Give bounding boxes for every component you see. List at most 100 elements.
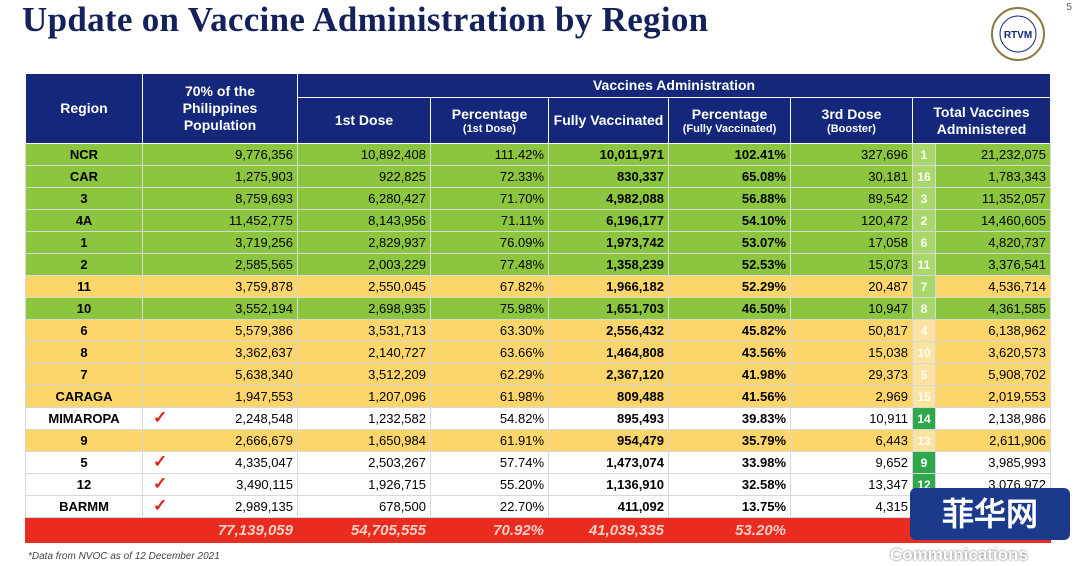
- rank-cell: 1: [912, 143, 936, 166]
- cell-text: 1,966,182: [606, 279, 664, 294]
- cell: 3,985,993: [934, 451, 1052, 474]
- cell-text: 32.58%: [741, 477, 786, 492]
- cell-text: 1,232,582: [368, 411, 426, 426]
- cell-text: 30,181: [868, 169, 908, 184]
- table-row: 7 5,638,340 3,512,209 62.29% 2,367,120 41.98%…: [25, 363, 1052, 386]
- cell-text: 13,347: [868, 477, 908, 492]
- header-cell: Percentage (1st Dose): [430, 97, 549, 144]
- cell-text: 41.56%: [741, 389, 786, 404]
- cell: 3,512,209: [297, 363, 431, 386]
- cell-text: 35.79%: [741, 433, 786, 448]
- cell-text: 2,698,935: [368, 301, 426, 316]
- cell: 5,638,340: [142, 363, 298, 386]
- cell: 111.42%: [430, 143, 549, 166]
- cell: 954,479: [548, 429, 669, 452]
- cell: 10,892,408: [297, 143, 431, 166]
- cell: 809,488: [548, 385, 669, 408]
- cell: 20,487: [790, 275, 913, 298]
- check-mark: ✓: [153, 474, 168, 494]
- region-cell: 3: [25, 187, 143, 210]
- rank-cell: 2: [912, 209, 936, 232]
- cell-text: 33.98%: [741, 455, 786, 470]
- cell: 61.98%: [430, 385, 549, 408]
- cell: 17,058: [790, 231, 913, 254]
- cell: 10,911: [790, 407, 913, 430]
- cell-text: 55.20%: [499, 477, 544, 492]
- cell: 2,585,565: [142, 253, 298, 276]
- group-header: Vaccines Administration: [296, 73, 1052, 98]
- cell-text: 895,493: [617, 411, 664, 426]
- cell: 43.56%: [668, 341, 791, 364]
- rank-cell: 4: [912, 319, 936, 342]
- cell: 5,908,702: [934, 363, 1052, 386]
- region-cell: 6: [25, 319, 143, 342]
- cell-text: 50,817: [868, 323, 908, 338]
- cell-text: 22.70%: [499, 499, 544, 514]
- table: Region 70% of the Philippines Population…: [25, 73, 1052, 543]
- cell-text: 2,003,229: [368, 257, 426, 272]
- cell: 1,358,239: [548, 253, 669, 276]
- cell: 2,138,986: [934, 407, 1052, 430]
- cell-text: 2,556,432: [606, 323, 664, 338]
- watermark: 菲华网: [910, 488, 1070, 540]
- cell: 15,038: [790, 341, 913, 364]
- cell-text: 71.11%: [500, 213, 544, 228]
- cell: 120,472: [790, 209, 913, 232]
- cell-text: 2,550,045: [368, 279, 426, 294]
- cell-text: 56.88%: [741, 191, 786, 206]
- cell-text: 76.09%: [499, 235, 544, 250]
- cell: 2,556,432: [548, 319, 669, 342]
- header-main: 1st Dose: [334, 112, 394, 128]
- cell: ✓ 2,248,548: [142, 407, 298, 430]
- cell: 3,362,637: [142, 341, 298, 364]
- cell-text: 6,280,427: [368, 191, 426, 206]
- cell: 1,136,910: [548, 473, 669, 496]
- cell-text: 10,911: [869, 411, 908, 426]
- cell-text: 3,759,878: [235, 279, 293, 294]
- cell-text: 46.50%: [741, 301, 786, 316]
- check-mark: ✓: [153, 408, 168, 428]
- cell: 11,452,775: [142, 209, 298, 232]
- rank-cell: 16: [912, 165, 936, 188]
- cell-text: 2,140,727: [368, 345, 426, 360]
- cell: 45.82%: [668, 319, 791, 342]
- cell: 57.74%: [430, 451, 549, 474]
- cell: 10,011,971: [548, 143, 669, 166]
- cell: 830,337: [548, 165, 669, 188]
- cell: 1,464,808: [548, 341, 669, 364]
- cell: 411,092: [548, 495, 669, 518]
- cell-text: 5,579,386: [235, 323, 293, 338]
- cell-text: 3,719,256: [235, 235, 293, 250]
- cell-text: 3,512,209: [368, 367, 426, 382]
- cell: 1,275,903: [142, 165, 298, 188]
- cell: 39.83%: [668, 407, 791, 430]
- cell: 1,966,182: [548, 275, 669, 298]
- cell: 11,352,057: [934, 187, 1052, 210]
- header-sub: (Booster): [827, 122, 876, 135]
- cell-text: 1,947,553: [235, 389, 293, 404]
- region-cell: 8: [25, 341, 143, 364]
- table-row: 8 3,362,637 2,140,727 63.66% 1,464,808 43.56%…: [25, 341, 1052, 364]
- cell-text: 5,638,340: [235, 367, 293, 382]
- cell: 55.20%: [430, 473, 549, 496]
- cell: 1,973,742: [548, 231, 669, 254]
- header-main: Fully Vaccinated: [553, 112, 664, 128]
- cell-text: 4,982,088: [606, 191, 664, 206]
- cell-text: 63.66%: [499, 345, 544, 360]
- rank-cell: 14: [912, 407, 936, 430]
- cell: 9,652: [790, 451, 913, 474]
- cell-text: 20,487: [868, 279, 908, 294]
- header-cell: 3rd Dose (Booster): [790, 97, 913, 144]
- cell: 678,500: [297, 495, 431, 518]
- header-cell: Region: [25, 73, 143, 144]
- table-row: 3 8,759,693 6,280,427 71.70% 4,982,088 56.88%…: [25, 187, 1052, 210]
- cell-text: 61.98%: [499, 389, 544, 404]
- cell: 14,460,605: [934, 209, 1052, 232]
- cell-text: 1,464,808: [606, 345, 664, 360]
- region-cell: BARMM: [25, 495, 143, 518]
- cell-text: 9,652: [875, 455, 908, 470]
- region-cell: 11: [25, 275, 143, 298]
- rank-cell: 3: [912, 187, 936, 210]
- cell: 1,650,984: [297, 429, 431, 452]
- cell: 61.91%: [430, 429, 549, 452]
